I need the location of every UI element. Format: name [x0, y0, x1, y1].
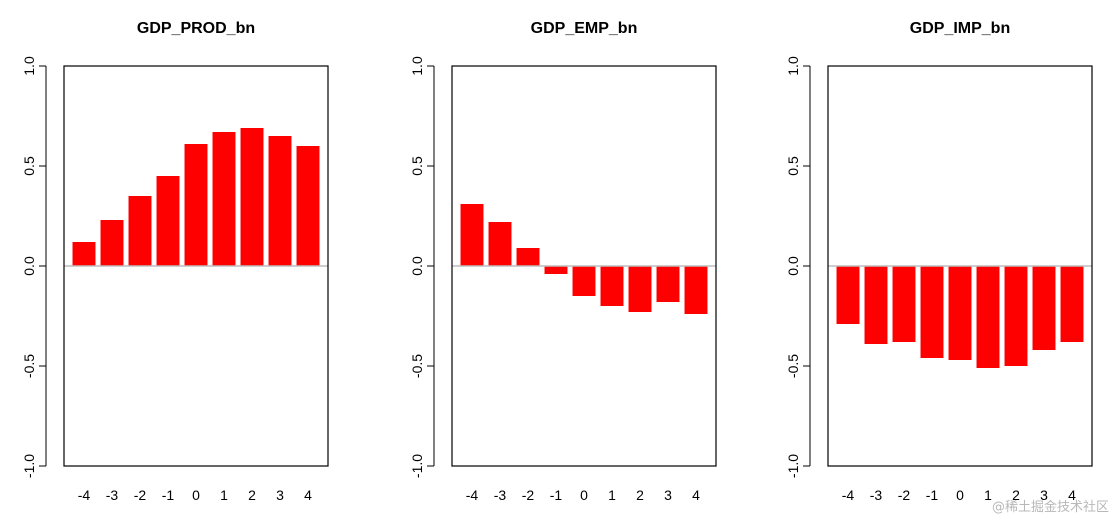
chart-panel: GDP_PROD_bn -4 -3 -2 -1 0 1 2 3 4 -1.0 -0.5 0.0 0.5 1.…: [21, 20, 329, 503]
y-tick-label: 0.5: [21, 156, 37, 176]
bar: [600, 266, 624, 306]
bar: [1004, 266, 1028, 366]
x-tick-label: 3: [276, 487, 284, 503]
x-tick-label: 3: [664, 487, 672, 503]
x-tick-label: -4: [842, 487, 855, 503]
y-tick-label: 1.0: [409, 56, 425, 76]
chart-title: GDP_PROD_bn: [137, 20, 255, 37]
chart-title: GDP_EMP_bn: [531, 20, 638, 37]
chart-panel: GDP_IMP_bn -4 -3 -2 -1 0 1 2 3 4 -1.0 -0.5 0.0 0.5 1.0: [785, 20, 1093, 503]
x-tick-label: -3: [494, 487, 507, 503]
y-tick-label: 0.0: [409, 256, 425, 276]
plot-frame: [451, 65, 717, 467]
bar: [628, 266, 652, 312]
bar: [516, 248, 540, 266]
bar: [212, 132, 236, 266]
x-tick-label: 0: [192, 487, 200, 503]
x-tick-label: -1: [162, 487, 175, 503]
x-tick-label: -2: [522, 487, 535, 503]
y-tick-label: -1.0: [785, 454, 801, 478]
bar: [184, 144, 208, 266]
x-tick-label: 2: [1012, 487, 1020, 503]
y-tick-label: -0.5: [21, 354, 37, 378]
y-tick-label: 1.0: [21, 56, 37, 76]
y-tick-label: 0.5: [409, 156, 425, 176]
y-tick-label: -0.5: [785, 354, 801, 378]
chart-panel: GDP_EMP_bn -4 -3 -2 -1 0 1 2 3 4 -1.0 -0.5 0.0 0.5 1.0: [409, 20, 717, 503]
x-tick-label: -2: [134, 487, 147, 503]
x-tick-label: 0: [580, 487, 588, 503]
bar: [460, 204, 484, 266]
x-tick-label: 4: [692, 487, 700, 503]
bar: [240, 128, 264, 266]
y-tick-label: 0.0: [785, 256, 801, 276]
bar: [72, 242, 96, 266]
bar: [976, 266, 1000, 368]
x-tick-label: -4: [78, 487, 91, 503]
bar: [1032, 266, 1056, 350]
x-tick-label: -4: [466, 487, 479, 503]
x-tick-label: 1: [984, 487, 992, 503]
plot-frame: [827, 65, 1093, 467]
plot-frame: [63, 65, 329, 467]
x-tick-label: -1: [550, 487, 563, 503]
x-tick-label: -1: [926, 487, 939, 503]
x-tick-label: 1: [608, 487, 616, 503]
bar: [920, 266, 944, 358]
x-tick-label: 2: [248, 487, 256, 503]
bar: [836, 266, 860, 324]
x-tick-label: 3: [1040, 487, 1048, 503]
bar: [488, 222, 512, 266]
x-tick-label: -3: [870, 487, 883, 503]
bar: [1060, 266, 1084, 342]
bar: [656, 266, 680, 302]
bar: [100, 220, 124, 266]
bar: [572, 266, 596, 296]
bar: [128, 196, 152, 266]
watermark-text: @稀土掘金技术社区: [991, 500, 1109, 515]
y-tick-label: 0.5: [785, 156, 801, 176]
bar: [156, 176, 180, 266]
bar: [892, 266, 916, 342]
y-tick-label: -0.5: [409, 354, 425, 378]
bar: [268, 136, 292, 266]
x-tick-label: 1: [220, 487, 228, 503]
y-tick-label: 1.0: [785, 56, 801, 76]
bar: [948, 266, 972, 360]
bar: [296, 146, 320, 266]
bar: [684, 266, 708, 314]
chart-title: GDP_IMP_bn: [910, 20, 1010, 37]
x-tick-label: 0: [956, 487, 964, 503]
y-tick-label: -1.0: [21, 454, 37, 478]
bar: [544, 266, 568, 274]
bar: [864, 266, 888, 344]
x-tick-label: 2: [636, 487, 644, 503]
y-tick-label: -1.0: [409, 454, 425, 478]
x-tick-label: 4: [304, 487, 312, 503]
x-tick-label: 4: [1068, 487, 1076, 503]
y-tick-label: 0.0: [21, 256, 37, 276]
x-tick-label: -2: [898, 487, 911, 503]
x-tick-label: -3: [106, 487, 119, 503]
